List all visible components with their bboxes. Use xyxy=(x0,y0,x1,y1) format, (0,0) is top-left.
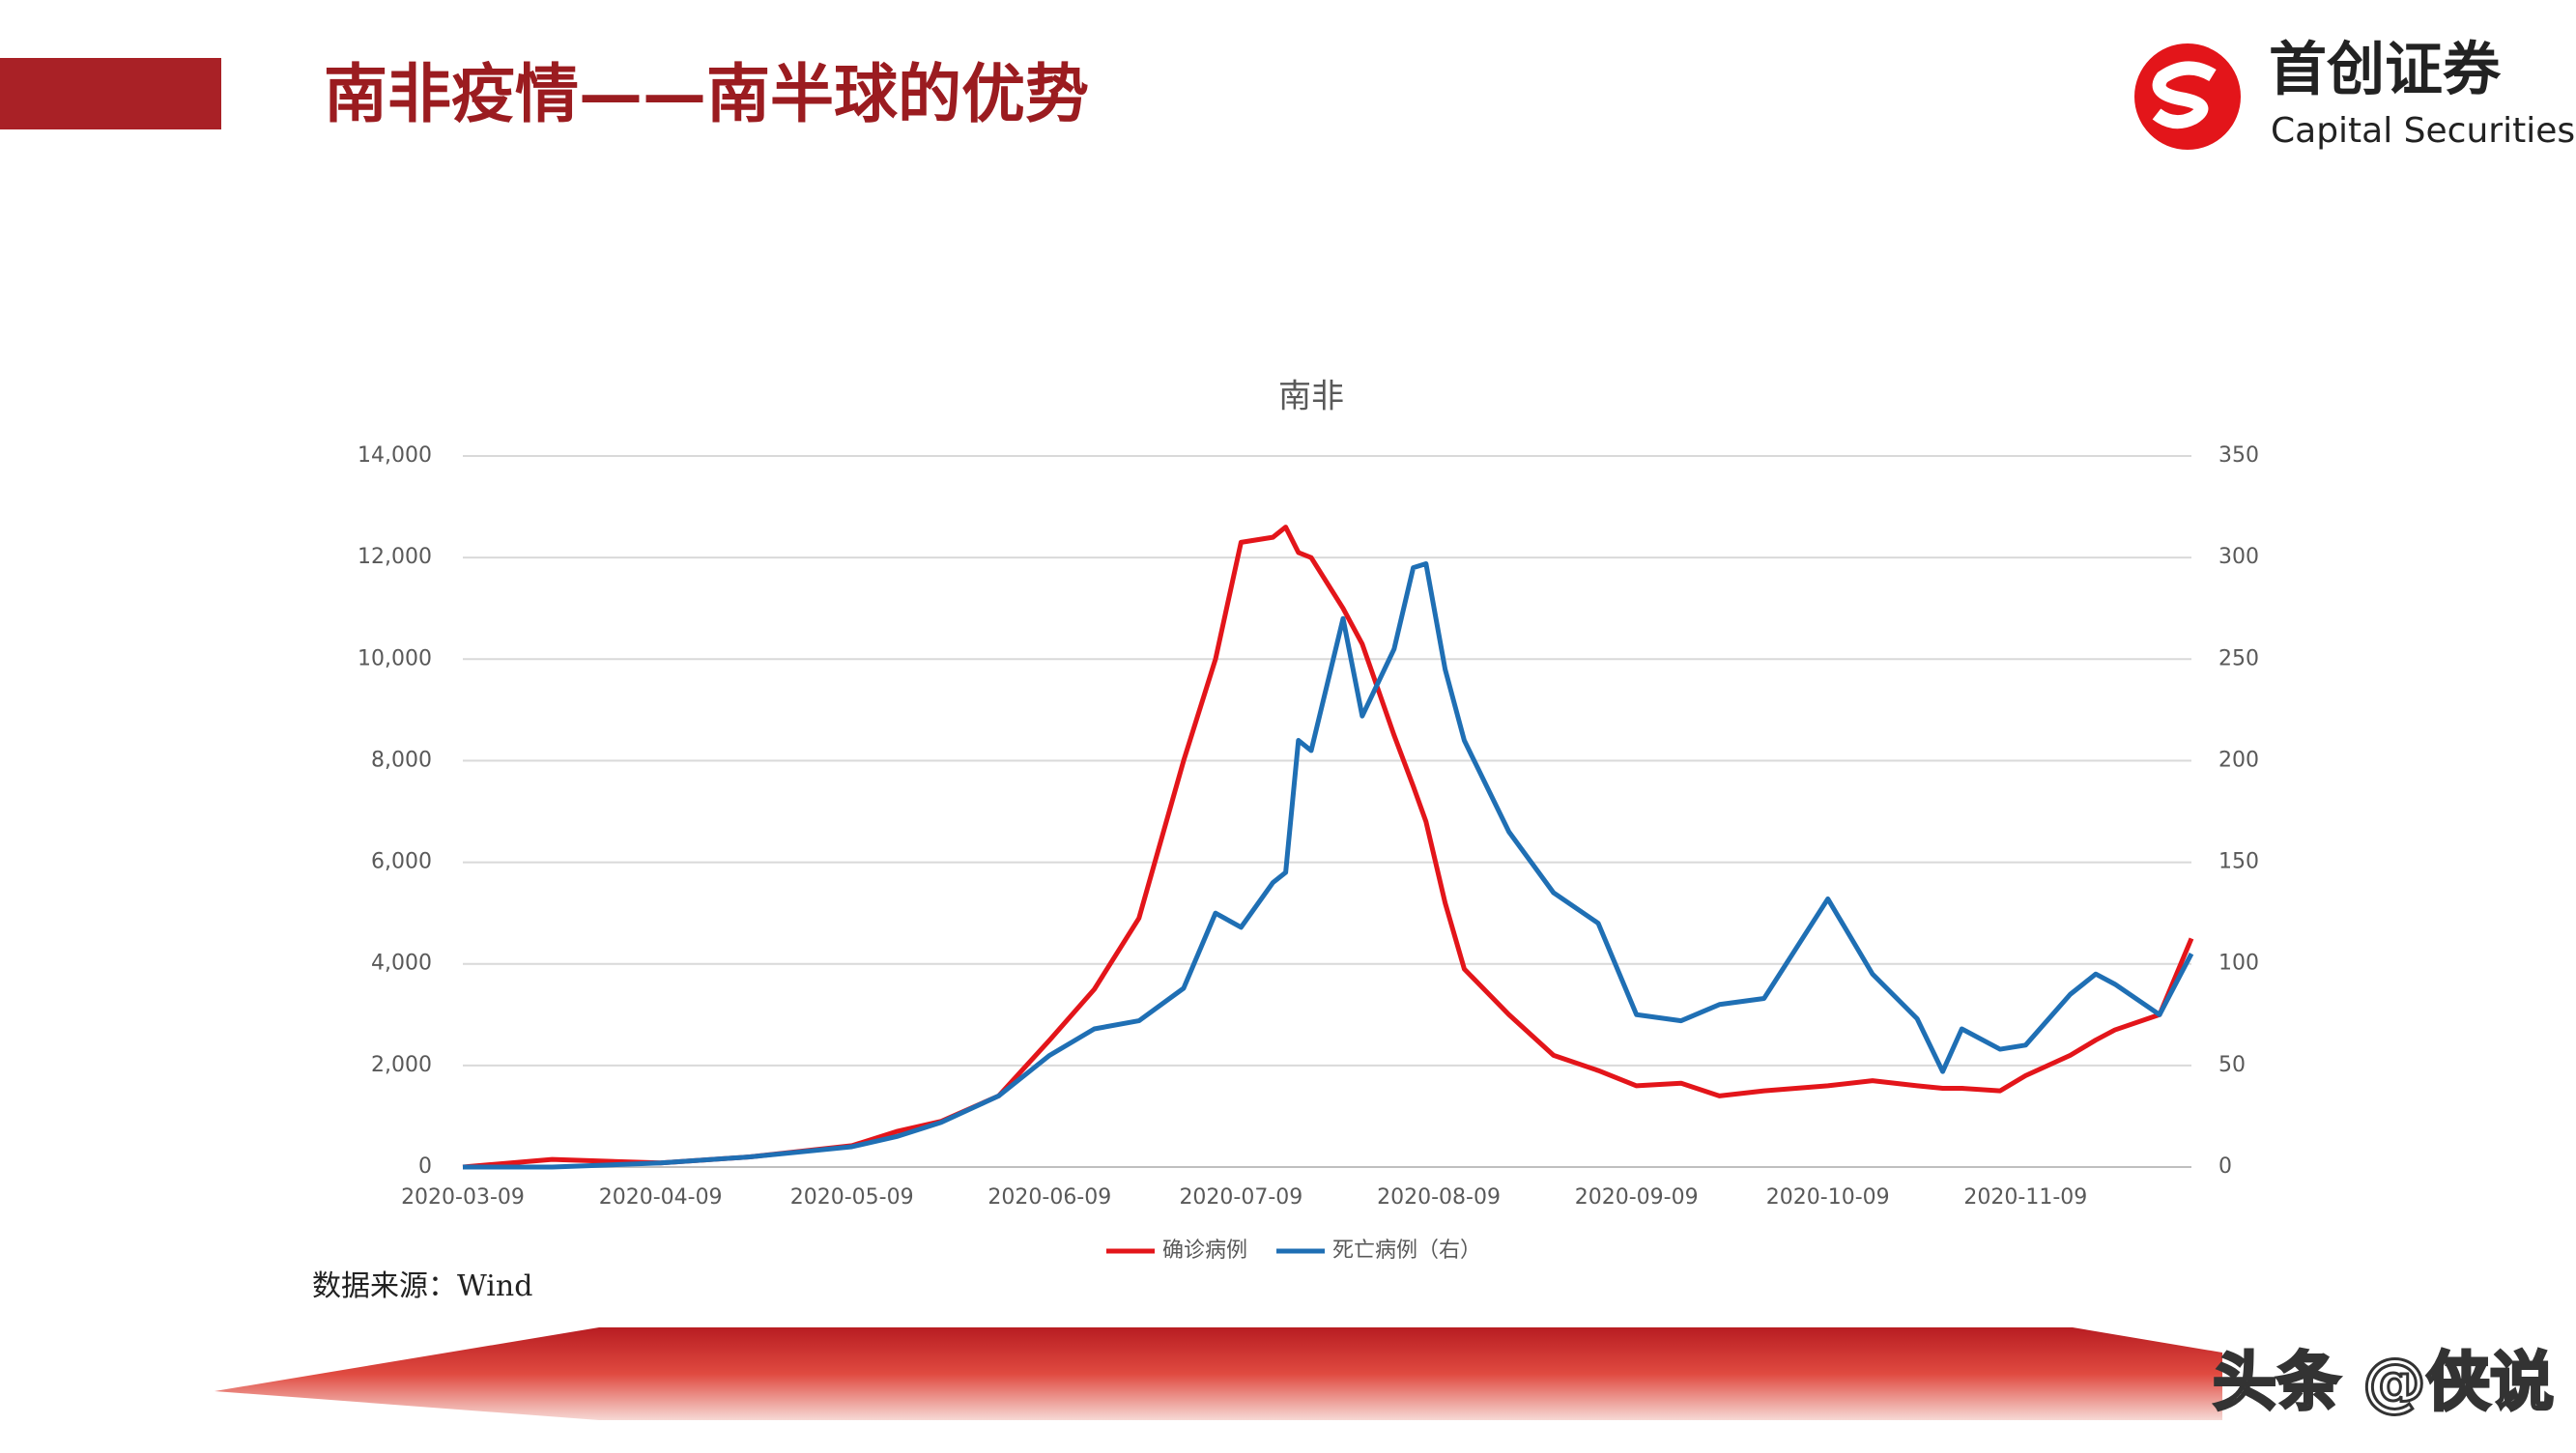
y2-tick-label: 50 xyxy=(2218,1053,2246,1077)
y2-tick-label: 100 xyxy=(2218,952,2259,976)
x-tick-label: 2020-07-09 xyxy=(1179,1185,1302,1210)
x-tick-label: 2020-06-09 xyxy=(987,1185,1111,1210)
logo-en: Capital Securities xyxy=(2271,111,2575,151)
legend-label: 确诊病例 xyxy=(1162,1239,1247,1263)
y2-tick-label: 200 xyxy=(2218,748,2259,772)
y-tick-label: 0 xyxy=(418,1154,432,1179)
x-tick-label: 2020-03-09 xyxy=(401,1185,525,1210)
series-line xyxy=(463,560,2194,1170)
x-tick-label: 2020-05-09 xyxy=(790,1185,914,1210)
source-note: 数据来源：Wind xyxy=(312,1269,532,1303)
slide-title: 南非疫情——南半球的优势 xyxy=(324,56,1089,131)
bottom-band xyxy=(215,1327,2222,1420)
x-tick-label: 2020-08-09 xyxy=(1377,1185,1501,1210)
watermark: 头条 @侠说 xyxy=(2213,1345,2554,1419)
y-tick-label: 10,000 xyxy=(358,646,432,670)
y-tick-label: 6,000 xyxy=(371,850,432,874)
y2-tick-label: 300 xyxy=(2218,545,2259,569)
y2-tick-label: 150 xyxy=(2218,850,2259,874)
y2-tick-label: 350 xyxy=(2218,443,2259,468)
y-tick-label: 12,000 xyxy=(358,545,432,569)
x-tick-label: 2020-10-09 xyxy=(1766,1185,1890,1210)
header-bar xyxy=(0,58,221,129)
x-tick-label: 2020-04-09 xyxy=(599,1185,723,1210)
legend-label: 死亡病例（右） xyxy=(1332,1239,1481,1263)
series-line xyxy=(462,525,2194,1170)
y-tick-label: 4,000 xyxy=(371,952,432,976)
y-tick-label: 8,000 xyxy=(371,748,432,772)
y-tick-label: 2,000 xyxy=(371,1053,432,1077)
y2-tick-label: 0 xyxy=(2218,1154,2232,1179)
plot: 0 2,000 4,000 6,000 8,000 10,000 12,000 14,000 0… xyxy=(358,443,2259,1263)
y-tick-label: 14,000 xyxy=(358,443,432,468)
logo-cn: 首创证券 xyxy=(2269,37,2502,104)
x-tick-label: 2020-09-09 xyxy=(1575,1185,1699,1210)
y2-tick-label: 250 xyxy=(2218,646,2259,670)
x-tick-label: 2020-11-09 xyxy=(1963,1185,2087,1210)
chart-title: 南非 xyxy=(1278,378,1344,416)
logo: 首创证券 Capital Securities xyxy=(2134,37,2575,151)
